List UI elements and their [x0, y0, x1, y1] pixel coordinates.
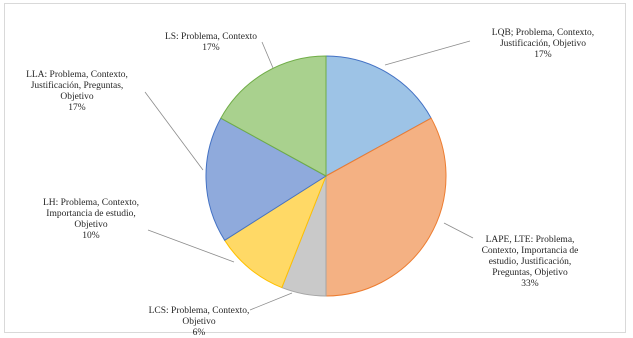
pie-slice-lape-lte: [325, 117, 447, 297]
slice-label: LLA: Problema, Contexto, Justificación, P…: [26, 70, 128, 113]
slice-label-line: LAPE, LTE: Problema,: [486, 235, 575, 245]
leader-line: [261, 41, 274, 69]
slice-label: LAPE, LTE: Problema, Contexto, Importanci…: [482, 235, 579, 289]
leader-line: [384, 40, 471, 66]
slice-label: LQB; Problema, Contexto, Justificación, O…: [492, 28, 594, 60]
slice-label: LS: Problema, Contexto 17%: [165, 32, 257, 53]
slice-label-line: LQB; Problema, Contexto,: [492, 28, 594, 38]
slice-label: LH: Problema, Contexto, Importancia de es…: [43, 198, 139, 241]
slice-percent-label: 17%: [68, 103, 86, 113]
leader-line: [147, 229, 235, 263]
slice-label-line: Objetivo: [182, 317, 215, 327]
pie-slice-lh: [223, 174, 328, 289]
slice-percent-label: 17%: [534, 50, 552, 60]
slice-label-line: Contexto, Importancia de: [482, 246, 579, 256]
slice-label-line: estudio, Justificación,: [489, 256, 572, 267]
slice-percent-label: 10%: [82, 231, 100, 241]
slice-percent-label: 33%: [521, 279, 539, 289]
leader-line: [144, 91, 204, 171]
slice-percent-label: 6%: [193, 328, 206, 338]
slice-label-line: LLA: Problema, Contexto,: [26, 70, 128, 80]
slice-label-line: Importancia de estudio,: [46, 209, 135, 219]
pie-slice-lqb: [325, 55, 432, 177]
slice-label-line: Justificación, Objetivo: [500, 38, 586, 49]
slice-labels: LQB; Problema, Contexto, Justificación, O…: [26, 28, 594, 338]
slice-percent-label: 17%: [202, 43, 220, 53]
slice-label-line: Justificación, Preguntas,: [31, 80, 124, 91]
slice-label-line: LCS: Problema, Contexto,: [149, 306, 250, 316]
slice-label: LCS: Problema, Contexto, Objetivo 6%: [149, 306, 250, 338]
slice-label-line: Preguntas, Objetivo: [492, 268, 568, 278]
slice-label-line: Objetivo: [60, 92, 93, 102]
pie-slices: [205, 55, 447, 297]
leader-lines: [144, 40, 474, 311]
leader-line: [249, 292, 293, 311]
slice-label-line: LS: Problema, Contexto: [165, 32, 257, 42]
leader-line: [443, 222, 474, 239]
pie-slice-lla: [205, 117, 327, 241]
pie-slice-ls: [220, 55, 327, 177]
slice-label-line: Objetivo: [74, 220, 107, 230]
slice-label-line: LH: Problema, Contexto,: [43, 198, 139, 208]
